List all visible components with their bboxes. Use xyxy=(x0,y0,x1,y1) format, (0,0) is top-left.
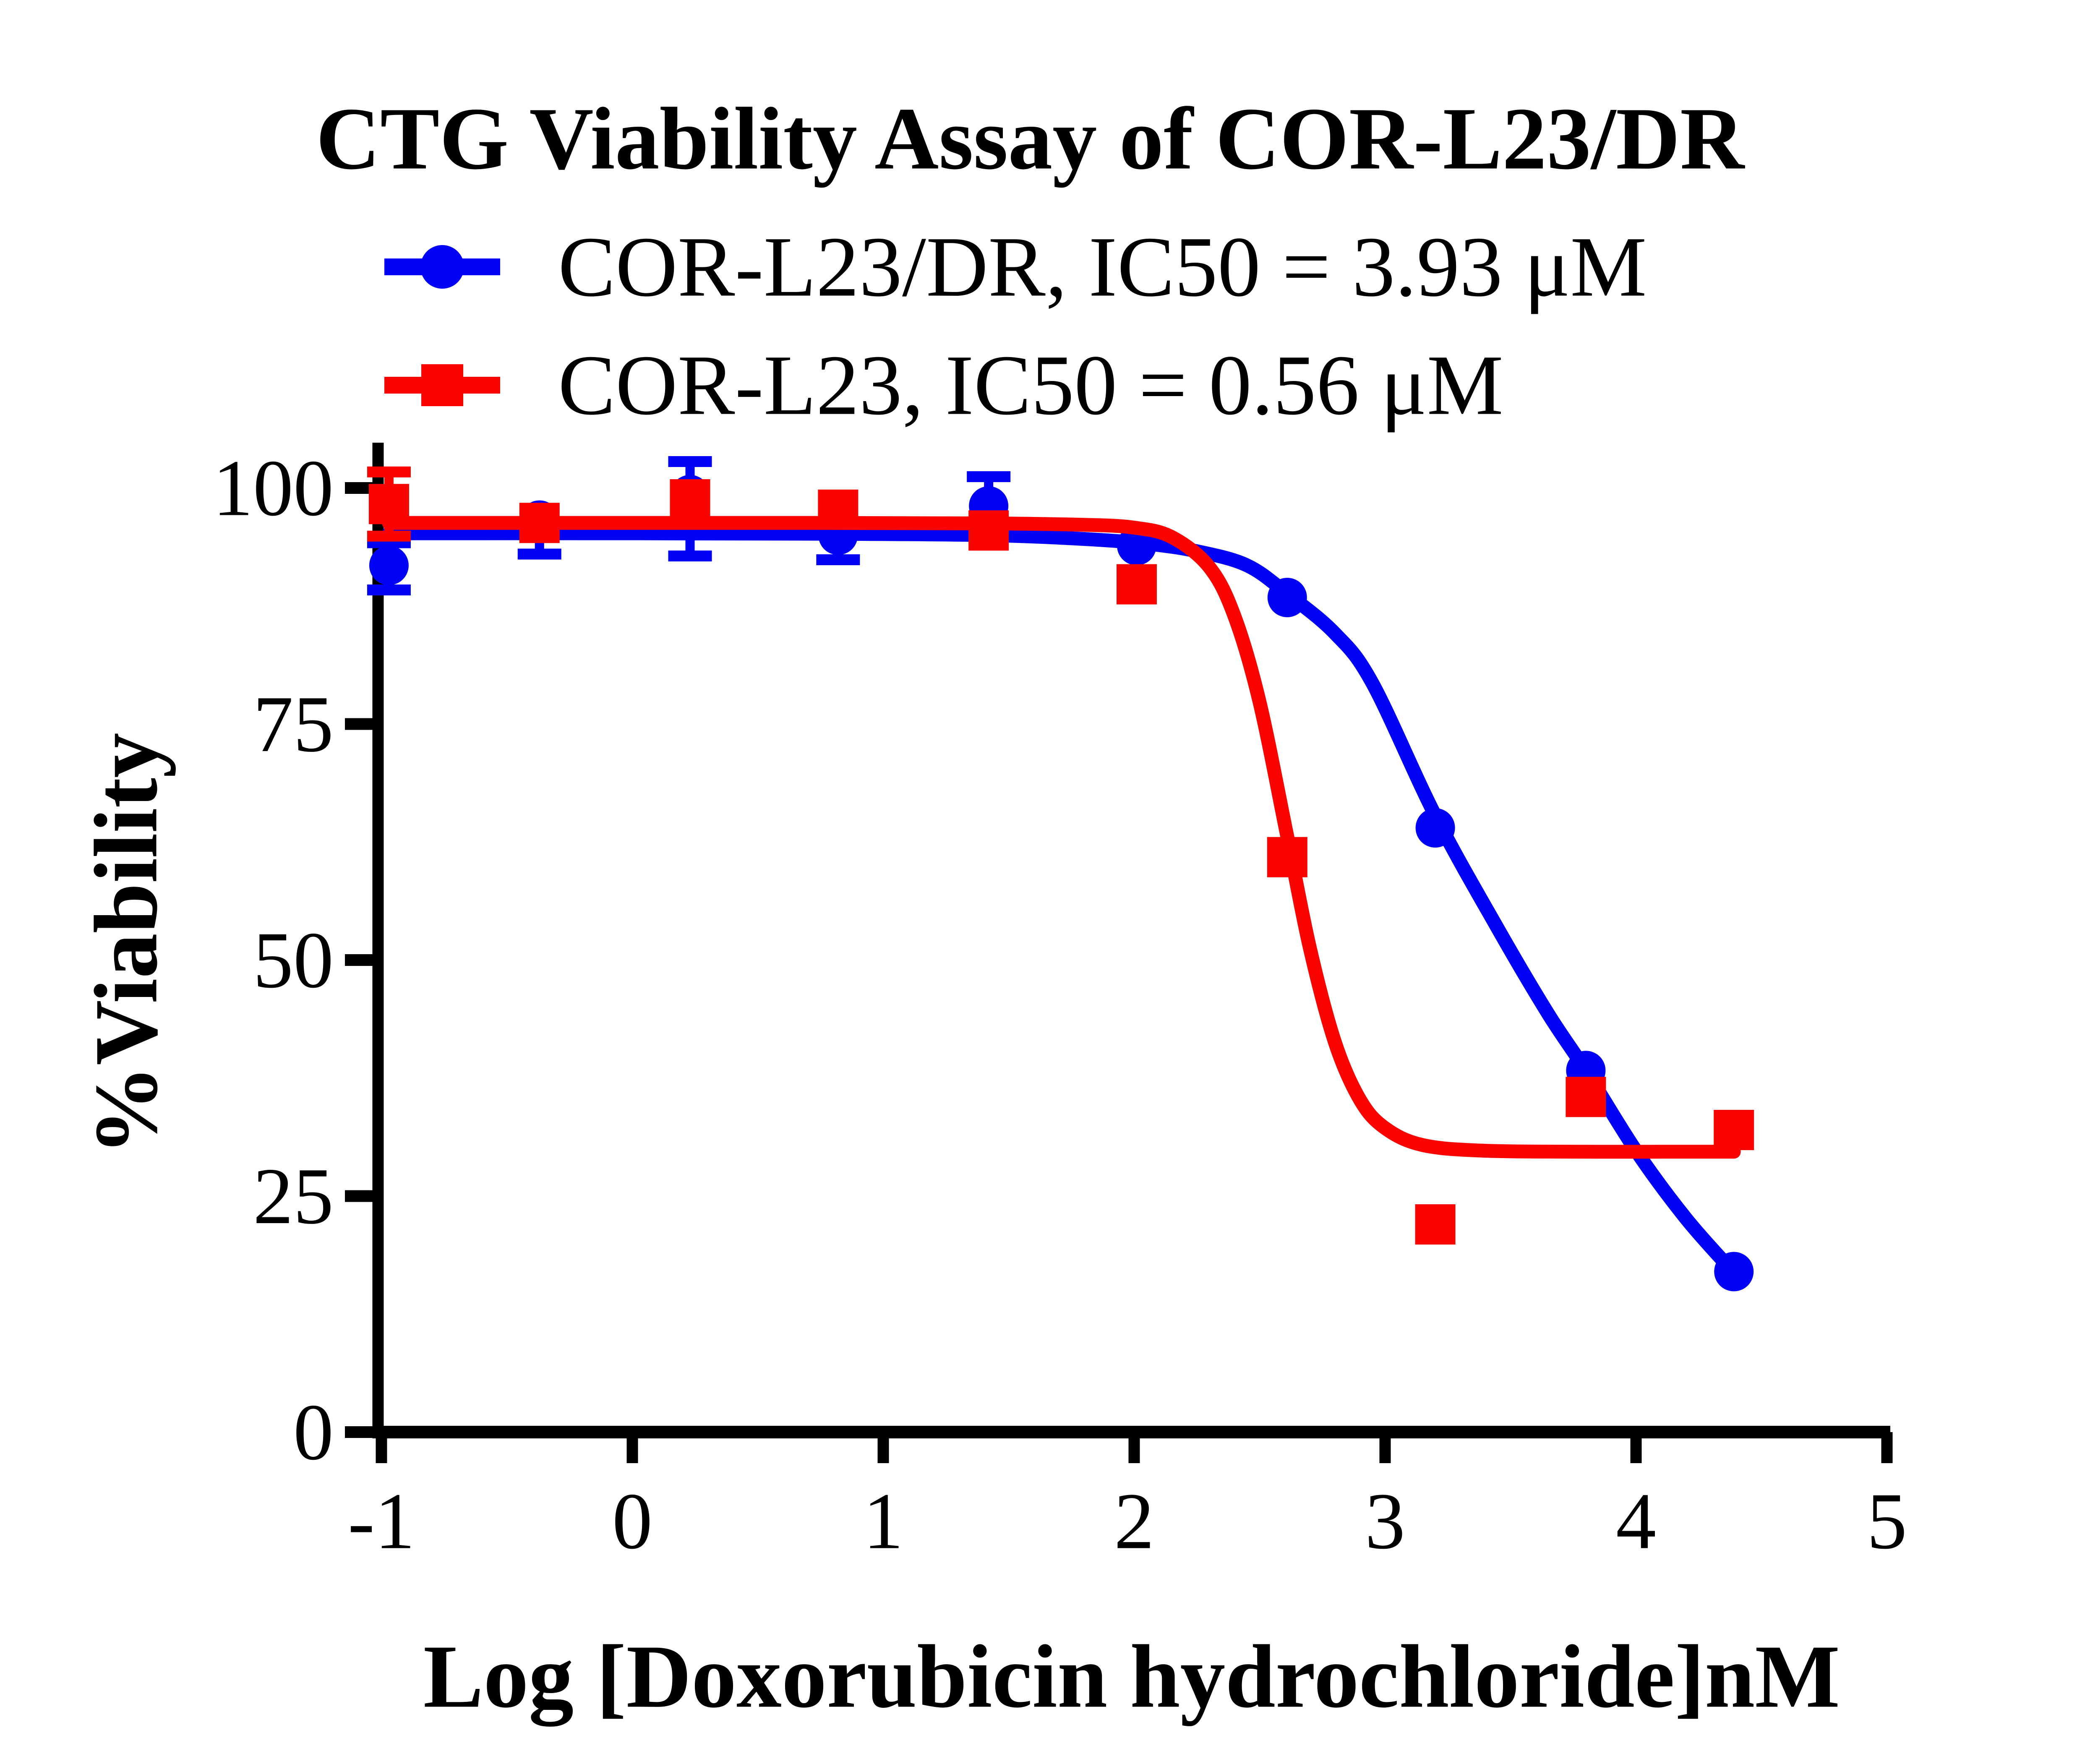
x-tick-label: 5 xyxy=(1867,1477,1907,1566)
data-point-square xyxy=(1714,1110,1754,1150)
data-point-square xyxy=(670,479,710,519)
data-point-square xyxy=(368,484,409,525)
x-tick-label: 0 xyxy=(612,1477,652,1566)
x-tick-label: 2 xyxy=(1114,1477,1154,1566)
fit-curve-COR-L23/DR xyxy=(382,526,1741,1280)
y-tick-label: 100 xyxy=(213,444,334,533)
legend-marker-square xyxy=(421,364,463,406)
data-point-square xyxy=(968,510,1009,551)
x-tick-label: 4 xyxy=(1616,1477,1656,1566)
data-point-square xyxy=(1415,1204,1456,1245)
legend-label-resistant: COR-L23/DR, IC50 = 3.93 μM xyxy=(558,219,1647,315)
legend-label-parental: COR-L23, IC50 = 0.56 μM xyxy=(558,338,1503,433)
y-tick-label: 25 xyxy=(253,1151,334,1241)
y-tick-label: 0 xyxy=(293,1388,334,1477)
data-point-square xyxy=(1116,564,1157,605)
legend-marker-circle xyxy=(420,245,464,289)
series-layer xyxy=(367,456,1754,1292)
data-point-circle xyxy=(1714,1252,1754,1292)
x-tick-label: 1 xyxy=(863,1477,903,1566)
data-point-square xyxy=(1566,1077,1606,1117)
chart-title: CTG Viability Assay of COR-L23/DR xyxy=(316,89,1745,188)
legend xyxy=(384,245,500,406)
data-point-circle xyxy=(1267,578,1307,617)
x-tick-label: -1 xyxy=(348,1477,415,1566)
data-point-square xyxy=(1267,837,1307,877)
fit-curve-COR-L23 xyxy=(382,516,1741,1159)
y-tick-label: 50 xyxy=(253,916,334,1005)
series-COR-L23/DR xyxy=(367,456,1754,1292)
x-tick-label: 3 xyxy=(1365,1477,1405,1566)
series-COR-L23 xyxy=(367,466,1754,1245)
data-point-circle xyxy=(1415,808,1455,848)
data-point-square xyxy=(818,489,859,530)
data-point-square xyxy=(519,503,560,543)
y-tick-label: 75 xyxy=(253,679,334,769)
data-point-circle xyxy=(369,545,409,585)
x-axis-title: Log [Doxorubicin hydrochloride]nM xyxy=(423,1626,1840,1727)
y-axis-title: %Viability xyxy=(76,733,176,1155)
